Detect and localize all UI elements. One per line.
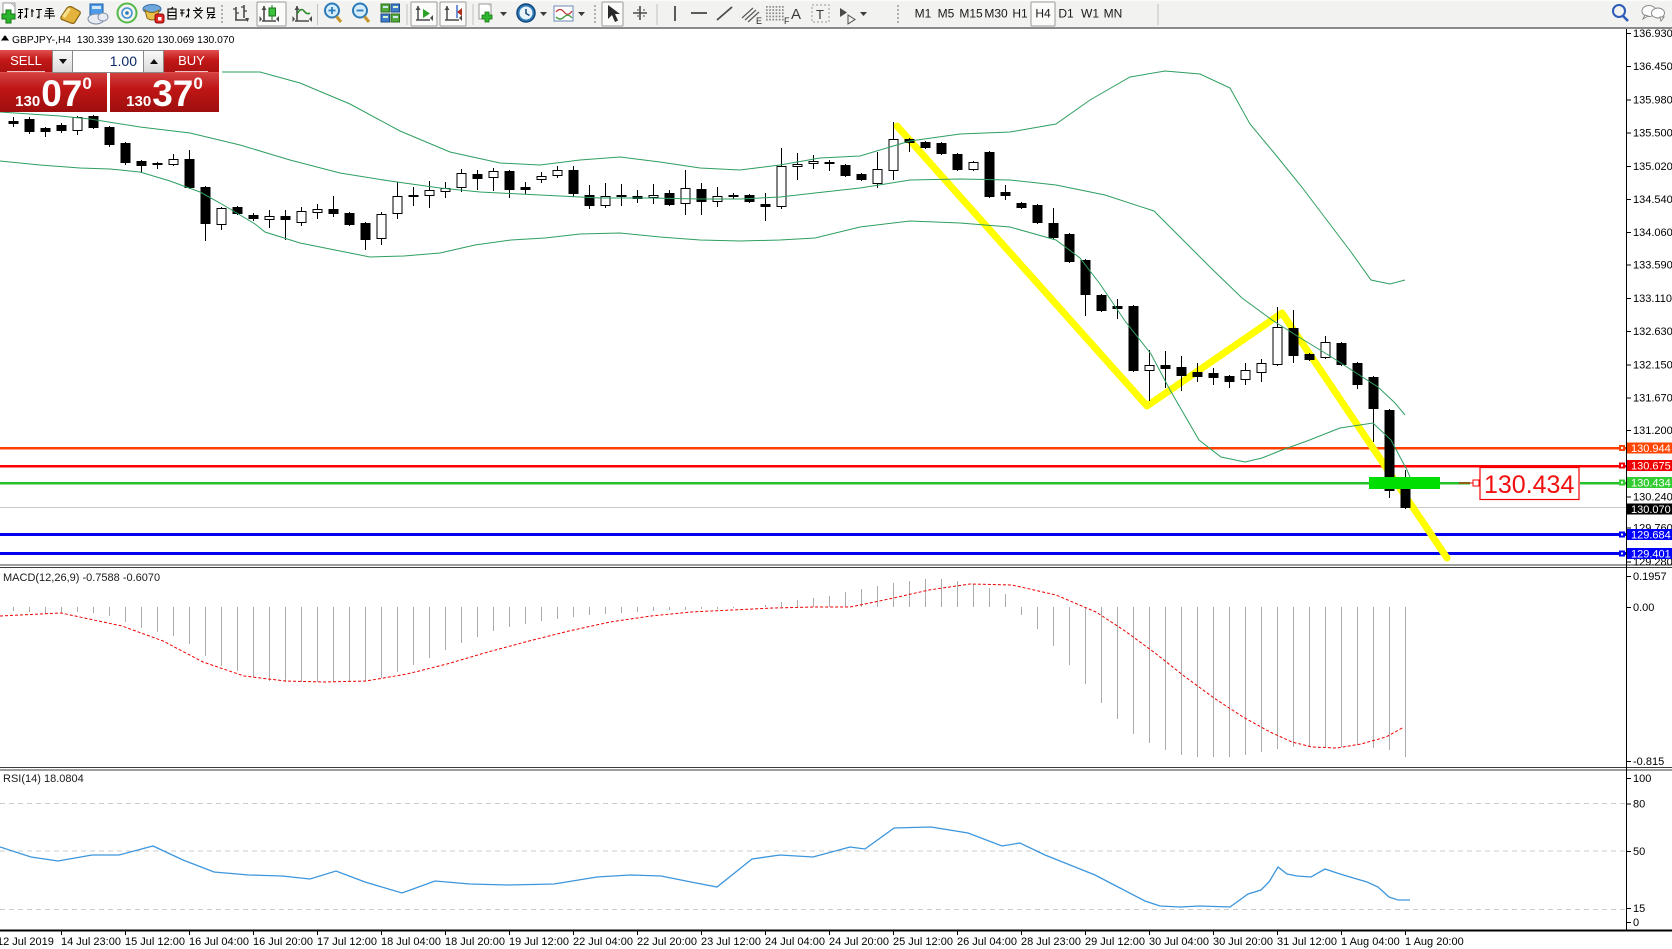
svg-text:132.150: 132.150 [1633,359,1672,371]
svg-text:29 Jul 12:00: 29 Jul 12:00 [1085,936,1145,948]
svg-text:133.110: 133.110 [1633,293,1672,305]
svg-text:A: A [791,6,801,23]
svg-text:24 Jul 04:00: 24 Jul 04:00 [765,936,825,948]
svg-text:129.684: 129.684 [1631,530,1671,542]
svg-text:MACD(12,26,9) -0.7588 -0.6070: MACD(12,26,9) -0.7588 -0.6070 [3,572,160,584]
svg-text:18 Jul 20:00: 18 Jul 20:00 [445,936,505,948]
svg-text:22 Jul 20:00: 22 Jul 20:00 [637,936,697,948]
svg-text:H4: H4 [1035,7,1051,21]
svg-text:130.434: 130.434 [1631,478,1671,490]
svg-text:15: 15 [1633,903,1645,915]
svg-text:80: 80 [1633,799,1645,811]
svg-text:31 Jul 12:00: 31 Jul 12:00 [1277,936,1337,948]
svg-text:M30: M30 [984,7,1008,21]
svg-text:M15: M15 [959,7,983,21]
svg-text:T: T [816,7,824,22]
svg-text:16 Jul 20:00: 16 Jul 20:00 [253,936,313,948]
svg-text:130.434: 130.434 [1484,471,1574,499]
svg-text:W1: W1 [1081,7,1099,21]
svg-text:16 Jul 04:00: 16 Jul 04:00 [189,936,249,948]
svg-text:MN: MN [1104,7,1123,21]
svg-text:1 Aug 20:00: 1 Aug 20:00 [1405,936,1464,948]
svg-text:H1: H1 [1012,7,1028,21]
svg-text:132.630: 132.630 [1633,326,1672,338]
svg-text:0.00: 0.00 [1633,602,1654,614]
svg-text:14 Jul 23:00: 14 Jul 23:00 [61,936,121,948]
svg-text:19 Jul 12:00: 19 Jul 12:00 [509,936,569,948]
svg-text:26 Jul 04:00: 26 Jul 04:00 [957,936,1017,948]
svg-text:30 Jul 04:00: 30 Jul 04:00 [1149,936,1209,948]
svg-text:130.675: 130.675 [1631,461,1671,473]
svg-text:129.401: 129.401 [1631,549,1671,561]
svg-text:133.590: 133.590 [1633,260,1672,272]
svg-text:12 Jul 2019: 12 Jul 2019 [0,936,54,948]
svg-text:130.944: 130.944 [1631,443,1671,455]
svg-text:M5: M5 [938,7,955,21]
svg-text:17 Jul 12:00: 17 Jul 12:00 [317,936,377,948]
svg-text:130.240: 130.240 [1633,492,1672,504]
svg-text:50: 50 [1633,846,1645,858]
svg-text:136.450: 136.450 [1633,61,1672,73]
svg-text:100: 100 [1633,773,1651,785]
svg-text:0.1957: 0.1957 [1633,571,1667,583]
svg-text:0: 0 [1633,917,1639,929]
svg-text:GBPJPY-,H4 130.339 130.620 13: GBPJPY-,H4 130.339 130.620 130.069 130.0… [12,35,235,46]
svg-text:134.540: 134.540 [1633,194,1672,206]
svg-text:18 Jul 04:00: 18 Jul 04:00 [381,936,441,948]
svg-text:134.060: 134.060 [1633,227,1672,239]
svg-text:15 Jul 12:00: 15 Jul 12:00 [125,936,185,948]
svg-text:135.980: 135.980 [1633,94,1672,106]
svg-text:131.670: 131.670 [1633,393,1672,405]
svg-text:-0.815: -0.815 [1633,756,1664,768]
svg-text:131.200: 131.200 [1633,425,1672,437]
svg-text:24 Jul 20:00: 24 Jul 20:00 [829,936,889,948]
svg-text:RSI(14) 18.0804: RSI(14) 18.0804 [3,773,84,785]
svg-text:135.500: 135.500 [1633,128,1672,140]
svg-text:22 Jul 04:00: 22 Jul 04:00 [573,936,633,948]
svg-text:F: F [784,16,790,26]
svg-text:25 Jul 12:00: 25 Jul 12:00 [893,936,953,948]
svg-text:M1: M1 [915,7,932,21]
svg-text:D1: D1 [1058,7,1074,21]
svg-text:1 Aug 04:00: 1 Aug 04:00 [1341,936,1400,948]
svg-text:30 Jul 20:00: 30 Jul 20:00 [1213,936,1273,948]
svg-text:135.020: 135.020 [1633,161,1672,173]
svg-text:23 Jul 12:00: 23 Jul 12:00 [701,936,761,948]
svg-text:E: E [756,16,762,26]
svg-text:130.070: 130.070 [1631,504,1671,516]
svg-text:28 Jul 23:00: 28 Jul 23:00 [1021,936,1081,948]
svg-text:129.280: 129.280 [1633,557,1672,569]
svg-text:136.930: 136.930 [1633,29,1672,40]
